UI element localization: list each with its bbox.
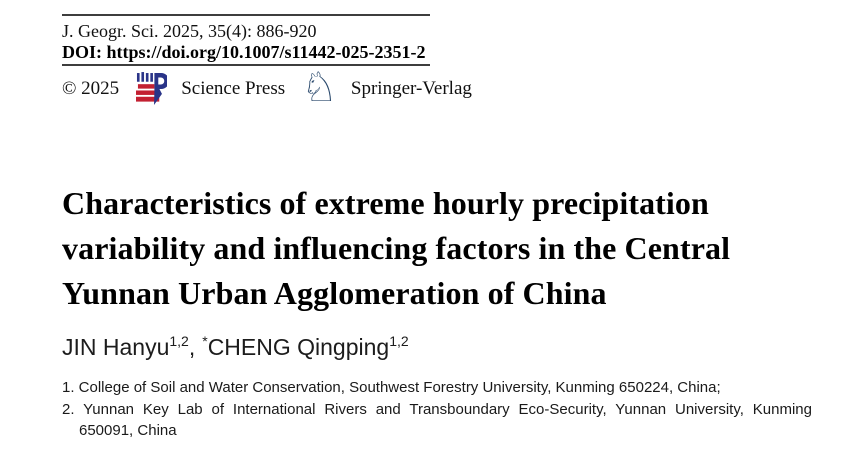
corresponding-author-star: * — [202, 333, 208, 349]
author-affil-sup-1: 1,2 — [169, 333, 189, 349]
paper-title: Characteristics of extreme hourly precip… — [62, 181, 832, 316]
author-affil-sup-2: 1,2 — [389, 333, 409, 349]
science-press-logo-icon — [136, 71, 168, 105]
springer-knight-icon: ♘ — [301, 63, 338, 111]
doi-link[interactable]: DOI: https://doi.org/10.1007/s11442-025-… — [62, 42, 426, 62]
affiliation-item-2: 2. Yunnan Key Lab of International River… — [62, 400, 812, 440]
copyright-year: © 2025 — [62, 78, 120, 99]
paper-title-line-3: Yunnan Urban Agglomeration of China — [62, 275, 607, 311]
publisher-row: © 2025 Science Press ♘ Springer-Verlag — [62, 63, 472, 111]
header-rule-top — [62, 14, 430, 16]
author-name-1: JIN Hanyu — [62, 334, 170, 360]
paper-title-line-2: variability and influencing factors in t… — [62, 230, 731, 266]
science-press-label: Science Press — [181, 78, 286, 99]
affiliation-item-1: 1. College of Soil and Water Conservatio… — [62, 379, 721, 396]
affiliation-list: 1. College of Soil and Water Conservatio… — [62, 377, 812, 442]
journal-citation: J. Geogr. Sci. 2025, 35(4): 886-920 — [62, 21, 317, 41]
springer-verlag-label: Springer-Verlag — [350, 78, 472, 99]
author-line: JIN Hanyu1,2, *CHENG Qingping1,2 — [62, 333, 409, 361]
paper-title-line-1: Characteristics of extreme hourly precip… — [62, 185, 709, 221]
header-rule-bottom — [62, 64, 430, 66]
author-name-2: CHENG Qingping — [207, 334, 390, 360]
author-separator: , — [188, 334, 196, 360]
